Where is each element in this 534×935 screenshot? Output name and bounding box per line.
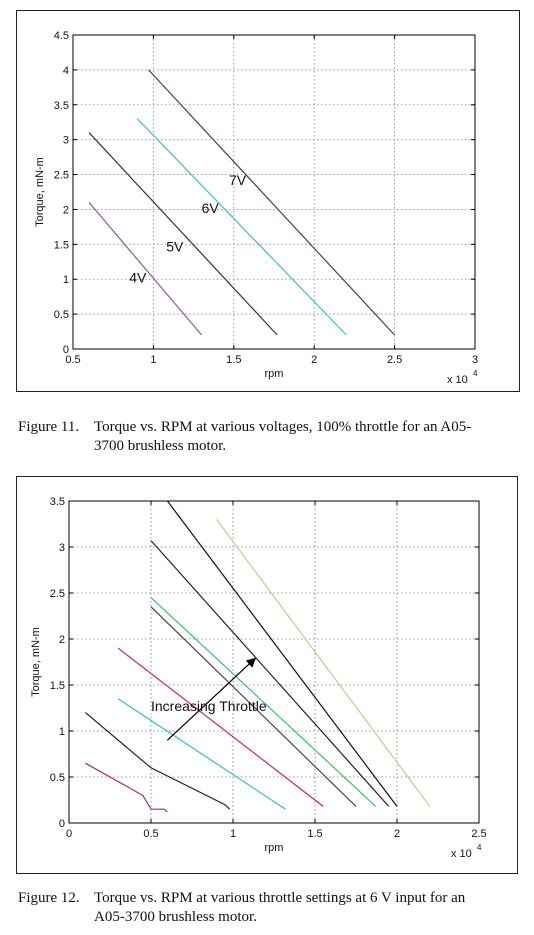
series-line-3: [117, 698, 286, 810]
caption-text-line1: Torque vs. RPM at various throttle setti…: [94, 890, 466, 906]
y-tick-label: 1: [63, 274, 69, 286]
figure-12-caption: Figure 12. Torque vs. RPM at various thro…: [18, 889, 523, 927]
x-tick-label: 2.5: [471, 828, 486, 840]
series-line-5: [150, 606, 357, 807]
y-tick-label: 1.5: [50, 680, 65, 692]
plot-area-border: [68, 500, 480, 824]
figure-11-caption: Figure 11. Torque vs. RPM at various volt…: [18, 418, 523, 456]
x-tick-label: 1: [230, 828, 236, 840]
caption-text-line1: Torque vs. RPM at various voltages, 100%…: [94, 419, 472, 435]
y-axis-label: Torque, mN-m: [34, 157, 46, 227]
y-tick-label: 0: [59, 818, 65, 830]
y-tick-label: 2: [63, 204, 69, 216]
x-multiplier-label: x 10: [447, 374, 468, 386]
series-line-4: [148, 69, 396, 336]
series-line-3: [136, 118, 347, 336]
x-multiplier-exponent: 4: [473, 369, 478, 378]
caption-text-line2: 3700 brushless motor.: [94, 438, 227, 454]
x-tick-label: 2.5: [387, 354, 402, 366]
x-multiplier-exponent: 4: [477, 843, 482, 852]
figure-12-chart: 0 0.5 1 1.5 2 2.5 0 0.5 1 1.5 2 2.5 3 3.5 rpm Torque, m…: [30, 496, 487, 860]
series-line-9: [216, 519, 431, 807]
y-axis-label: Torque, mN-m: [30, 627, 42, 697]
series-line-6: [150, 597, 377, 807]
x-tick-label: 2: [311, 354, 317, 366]
x-tick-label: 2: [394, 828, 400, 840]
figure-11-frame: 0.5 1 1.5 2 2.5 3 0 0.5 1 1.5 2 2.5 3 3.5 4 4.5 rpm Torqu…: [16, 10, 520, 392]
figure-11-chart: 0.5 1 1.5 2 2.5 300.511.522.533.544.5rpmTorqu…: [34, 30, 478, 386]
series-label-5v: 5V: [166, 238, 184, 254]
y-tick-label: 4.5: [54, 30, 69, 42]
plot-area-border: [72, 34, 476, 350]
y-tick-label: 0.5: [50, 772, 65, 784]
x-axis-label: rpm: [265, 842, 284, 854]
y-tick-label: 2.5: [54, 170, 69, 182]
y-tick-label: 3.5: [54, 100, 69, 112]
figure-12-frame: 0 0.5 1 1.5 2 2.5 0 0.5 1 1.5 2 2.5 3 3.5 rpm Torque, m…: [16, 476, 518, 874]
y-tick-label: 3: [59, 542, 65, 554]
y-tick-label: 2: [59, 634, 65, 646]
x-tick-label: 0.5: [65, 354, 80, 366]
caption-number: Figure 11.: [18, 419, 80, 435]
series-line-7: [150, 540, 390, 807]
throttle-arrow: [166, 657, 257, 741]
caption-number: Figure 12.: [18, 890, 80, 906]
x-tick-label: 1: [150, 354, 156, 366]
x-tick-label: 3: [472, 354, 478, 366]
x-tick-label: 1.5: [307, 828, 322, 840]
series-label-7v: 7V: [229, 172, 247, 188]
y-tick-label: 3.5: [50, 496, 65, 508]
y-tick-label: 1: [59, 726, 65, 738]
y-tick-label: 3: [63, 135, 69, 147]
increasing-throttle-label: Increasing Throttle: [151, 698, 267, 714]
y-tick-label: 4: [63, 65, 69, 77]
x-axis-label: rpm: [265, 368, 284, 380]
x-multiplier-label: x 10: [451, 848, 472, 860]
x-tick-label: 0: [66, 828, 72, 840]
series-label-4v: 4V: [129, 270, 147, 286]
x-tick-label: 1.5: [226, 354, 241, 366]
y-tick-label: 0.5: [54, 309, 69, 321]
y-tick-label: 1.5: [54, 239, 69, 251]
series-line-4: [117, 647, 324, 807]
series-line-8: [166, 500, 398, 807]
y-tick-label: 0: [63, 344, 69, 356]
caption-text-line2: A05-3700 brushless motor.: [94, 909, 257, 925]
series-line-1: [88, 202, 203, 336]
x-tick-label: 0.5: [143, 828, 158, 840]
series-line-1: [85, 762, 168, 813]
series-line-2: [88, 132, 278, 336]
y-tick-label: 2.5: [50, 588, 65, 600]
series-label-6v: 6V: [202, 200, 220, 216]
series-line-2: [85, 712, 231, 810]
